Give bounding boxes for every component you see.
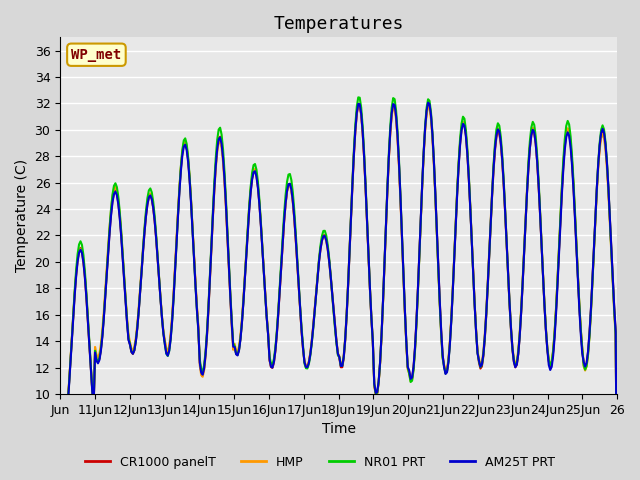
Y-axis label: Temperature (C): Temperature (C) — [15, 159, 29, 272]
Text: WP_met: WP_met — [71, 48, 122, 62]
Legend: CR1000 panelT, HMP, NR01 PRT, AM25T PRT: CR1000 panelT, HMP, NR01 PRT, AM25T PRT — [80, 451, 560, 474]
Title: Temperatures: Temperatures — [273, 15, 404, 33]
X-axis label: Time: Time — [322, 422, 356, 436]
